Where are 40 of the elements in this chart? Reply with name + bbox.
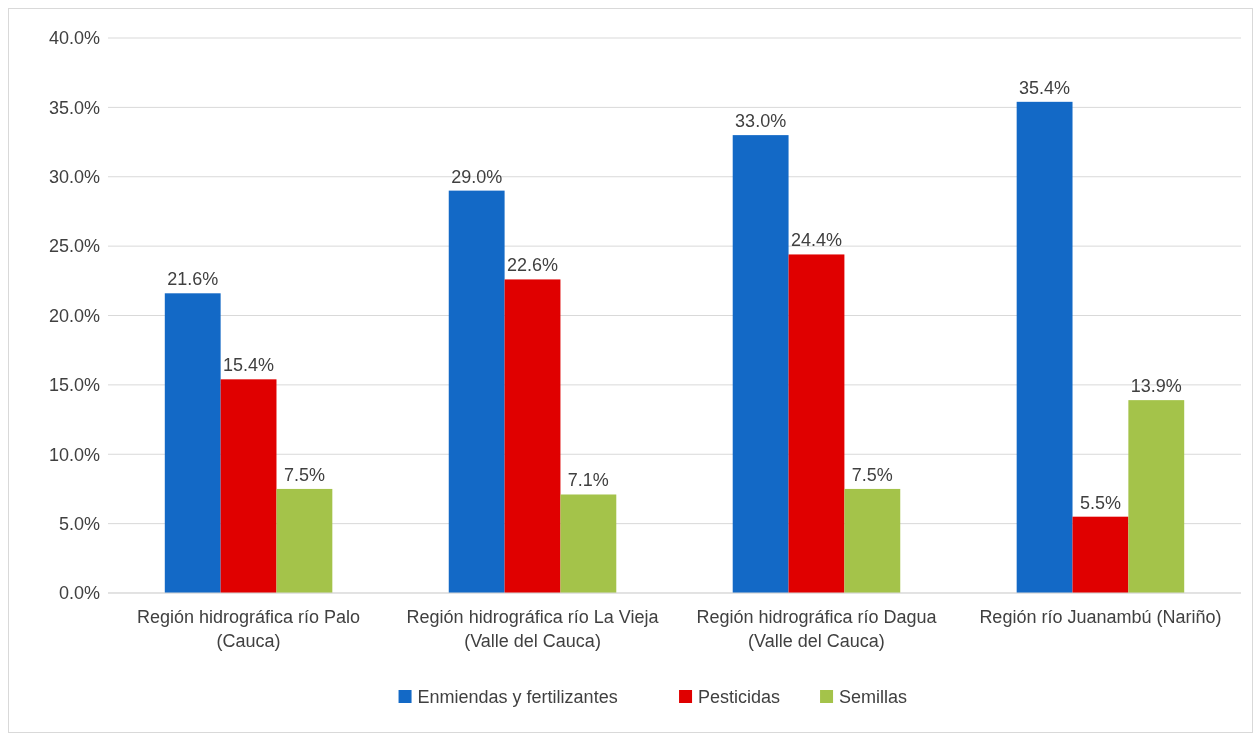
y-tick-label: 10.0% bbox=[48, 444, 100, 465]
data-label: 7.1% bbox=[567, 470, 609, 491]
y-tick-label: 25.0% bbox=[48, 236, 100, 257]
bar bbox=[560, 494, 617, 593]
y-tick-label: 20.0% bbox=[48, 305, 100, 326]
x-tick-label: Región hidrográfica río Dagua (Valle del Cauca) bbox=[696, 607, 938, 651]
y-tick-label: 35.0% bbox=[48, 97, 100, 118]
bar bbox=[1128, 400, 1185, 593]
bar bbox=[448, 190, 505, 593]
data-label: 13.9% bbox=[1130, 376, 1182, 397]
x-tick-label: Región hidrográfica río Palo (Cauca) bbox=[136, 607, 361, 651]
bar bbox=[732, 135, 789, 593]
legend-label: Pesticidas bbox=[698, 687, 781, 707]
bar bbox=[164, 293, 221, 593]
y-tick-label: 0.0% bbox=[58, 583, 100, 604]
x-tick-label: Región río Juanambú (Nariño) bbox=[979, 607, 1222, 627]
bar bbox=[220, 379, 277, 593]
data-label: 15.4% bbox=[223, 355, 275, 376]
y-tick-label: 30.0% bbox=[48, 167, 100, 188]
data-label: 7.5% bbox=[283, 464, 325, 485]
data-label: 24.4% bbox=[790, 230, 842, 251]
bar bbox=[1072, 516, 1129, 593]
x-tick-label: Región hidrográfica río La Vieja (Valle del Cauca) bbox=[406, 607, 660, 651]
data-label: 22.6% bbox=[507, 255, 559, 276]
y-tick-label: 15.0% bbox=[48, 375, 100, 396]
y-tick-label: 40.0% bbox=[48, 28, 100, 49]
bar bbox=[276, 488, 333, 593]
y-tick-label: 5.0% bbox=[58, 513, 100, 534]
bar bbox=[1016, 101, 1073, 593]
data-label: 21.6% bbox=[167, 269, 219, 290]
data-label: 35.4% bbox=[1019, 77, 1071, 98]
data-label: 29.0% bbox=[451, 166, 503, 187]
legend-label: Enmiendas y fertilizantes bbox=[417, 687, 618, 707]
bar bbox=[844, 488, 901, 593]
data-label: 33.0% bbox=[735, 111, 787, 132]
bar bbox=[788, 254, 845, 593]
data-label: 5.5% bbox=[1079, 492, 1121, 513]
bar bbox=[504, 279, 561, 593]
legend-label: Semillas bbox=[839, 687, 908, 707]
data-label: 7.5% bbox=[851, 464, 893, 485]
